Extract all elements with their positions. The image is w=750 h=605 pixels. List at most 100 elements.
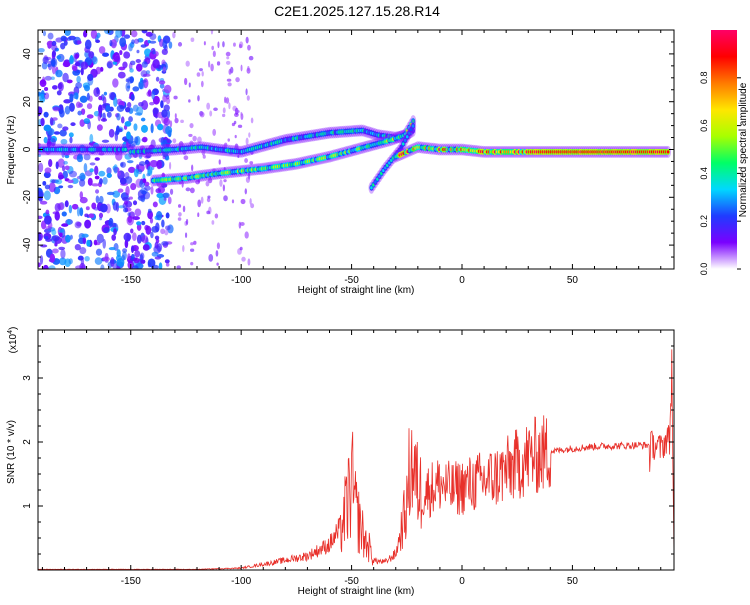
spectrogram-noise-cell — [226, 78, 232, 82]
spectrogram-noise-cell — [110, 257, 115, 267]
spectrogram-noise-cell — [125, 82, 131, 92]
spectrogram-noise-cell — [113, 97, 118, 107]
spectrogram-noise-cell — [140, 145, 145, 150]
spectrogram-noise-cell — [130, 30, 138, 38]
spectrogram-noise-cell — [166, 138, 171, 143]
spectrogram-noise-cell — [126, 101, 132, 109]
spectrogram-noise-cell — [144, 159, 150, 165]
spectrogram-noise-cell — [149, 40, 157, 44]
spectrogram-noise-cell — [185, 60, 190, 67]
spectrogram-noise-cell — [113, 228, 117, 236]
spectrogram-noise-cell — [225, 60, 231, 65]
spectrogram-noise-cell — [42, 56, 49, 65]
colorbar-gradient — [711, 30, 737, 269]
spectrogram-noise-cell — [203, 41, 206, 46]
spectrogram-noise-cell — [156, 210, 163, 221]
spectrogram-noise-cell — [60, 138, 68, 145]
spectrogram-noise-cell — [111, 234, 116, 241]
spectrogram-noise-cell — [62, 72, 69, 83]
spectrogram-noise-cell — [106, 172, 112, 179]
spectrogram-noise-cell — [76, 154, 84, 163]
spectrogram-noise-cell — [73, 92, 79, 100]
spectrogram-noise-cell — [66, 79, 73, 84]
spectrogram-noise-cell — [95, 39, 101, 44]
spectrogram-noise-cell — [154, 235, 160, 240]
spectrogram-noise-cell — [112, 78, 119, 88]
spectrogram-noise-cell — [103, 30, 112, 35]
spectrogram-noise-cell — [120, 116, 125, 124]
spectrogram-noise-cell — [38, 142, 41, 147]
spectrogram-noise-cell — [206, 210, 211, 215]
spectrogram-noise-cell — [68, 56, 75, 65]
spectrogram-noise-cell — [75, 265, 84, 269]
spectrogram-noise-cell — [84, 84, 90, 92]
spectrogram-noise-cell — [83, 118, 90, 124]
spectrogram-noise-cell — [169, 161, 172, 170]
spectrogram-noise-cell — [180, 119, 184, 124]
spectrogram-noise-cell — [102, 52, 110, 57]
spectrogram-x-ticks: -150 -100 -50 0 50 — [41, 30, 662, 286]
spectrogram-noise-cell — [167, 144, 171, 148]
spectrogram-noise-cell — [69, 102, 75, 112]
spectrogram-noise-cell — [136, 221, 142, 226]
snr-y-tick-label: 1 — [22, 503, 33, 509]
spectrogram-noise-cell — [100, 264, 105, 269]
spectrogram-noise-cell — [131, 265, 139, 269]
spectrogram-noise-cell — [122, 61, 128, 69]
spectrogram-noise-cell — [52, 106, 60, 112]
spectrogram-noise-cell — [93, 242, 101, 246]
spectrogram-noise-cell — [120, 161, 126, 168]
spectrogram-noise-cell — [164, 229, 169, 236]
spectrogram-noise-cell — [51, 248, 59, 254]
spectrogram-noise-cell — [88, 213, 95, 219]
spectrogram-noise-cell — [190, 37, 195, 42]
snr-series-layer — [38, 349, 674, 570]
spectrogram-noise-cell — [68, 258, 73, 265]
spectrogram-noise-cell — [233, 42, 236, 47]
spectrogram-noise-cell — [144, 48, 152, 57]
spectrogram-noise-cell — [249, 198, 252, 205]
spectrogram-noise-cell — [124, 121, 132, 127]
spectrogram-x-tick-label: 0 — [459, 275, 465, 286]
spectrogram-noise-cell — [44, 75, 52, 81]
spectrogram-trace-core — [666, 150, 670, 154]
spectrogram-noise-cell — [54, 202, 61, 212]
spectrogram-noise-cell — [172, 138, 177, 144]
spectrogram-noise-cell — [248, 132, 251, 138]
spectrogram-noise-cell — [182, 150, 187, 155]
spectrogram-noise-cell — [131, 39, 135, 45]
spectrogram-noise-cell — [169, 188, 174, 195]
spectrogram-noise-cell — [100, 118, 108, 122]
spectrogram-noise-cell — [60, 249, 66, 259]
spectrogram-noise-cell — [152, 58, 160, 69]
spectrogram-noise-cell — [138, 80, 145, 90]
spectrogram-noise-cell — [208, 60, 211, 68]
spectrogram-noise-cell — [88, 51, 94, 59]
spectrogram-noise-cell — [161, 172, 166, 179]
spectrogram-noise-cell — [141, 100, 149, 111]
spectrogram-noise-cell — [173, 95, 178, 100]
spectrogram-noise-cell — [123, 200, 129, 205]
spectrogram-noise-cell — [155, 188, 162, 194]
spectrogram-noise-cell — [238, 221, 242, 229]
spectrogram-noise-cell — [197, 95, 200, 102]
spectrogram-noise-cell — [47, 32, 54, 40]
spectrogram-noise-cell — [244, 231, 249, 239]
spectrogram-noise-cell — [65, 234, 71, 243]
spectrogram-noise-cell — [140, 259, 146, 264]
spectrogram-noise-cell — [61, 211, 67, 217]
spectrogram-noise-cell — [115, 125, 120, 135]
spectrogram-noise-cell — [244, 158, 248, 163]
snr-x-tick-label: -50 — [344, 576, 359, 587]
spectrogram-noise-cell — [225, 97, 230, 104]
spectrogram-noise-cell — [67, 218, 71, 226]
spectrogram-noise-cell — [75, 40, 82, 45]
spectrogram-noise-cell — [91, 202, 97, 210]
spectrogram-noise-cell — [101, 139, 110, 143]
spectrogram-noise-cell — [250, 117, 254, 124]
colorbar-tick-label: 0.2 — [699, 215, 709, 228]
spectrogram-noise-cell — [201, 70, 204, 77]
spectrogram-noise-cell — [161, 219, 165, 228]
spectrogram-noise-cell — [79, 191, 84, 199]
spectrogram-noise-cell — [228, 68, 232, 75]
